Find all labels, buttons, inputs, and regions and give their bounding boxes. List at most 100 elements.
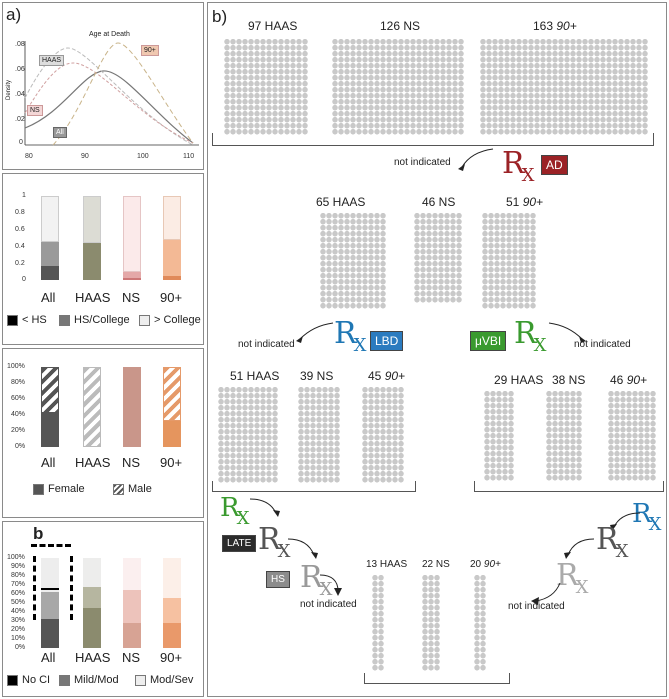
late-arrow-2 [287,538,318,559]
left-count-90plus: 45 90+ [368,369,406,383]
sex-bar-ns [123,367,141,447]
top-dots-90plus [480,39,648,135]
right-count-ns: 38 NS [552,373,586,387]
curve-ns [24,62,194,144]
edu-legend-gtcollege: > College [139,314,201,326]
sex-xcat-all: All [41,455,56,470]
sex-bar-haas [83,367,101,447]
right-bracket [474,481,664,492]
hs-rx-icon: RX [300,560,333,601]
bottom-bracket [364,673,510,684]
cog-90-noci [163,623,181,648]
top-bracket [212,133,654,146]
mid-count-ns: 46 NS [422,195,456,209]
sex-90-female [163,421,181,447]
cog-all-dashed-line [41,588,59,590]
top-count-haas: 97 HAAS [248,19,298,33]
cog-90-modsev [163,558,181,598]
cog-b-label: b [33,524,44,543]
mvbi-not-indicated: not indicated [574,339,631,350]
mvbi-tag: μVBI [470,331,507,351]
curve-haas [24,47,194,146]
edu-90-gtcollege [163,196,181,240]
sex-xcat-haas: HAAS [75,455,111,470]
bottom-count-ns: 22 NS [422,559,450,570]
edu-xcat-all: All [41,290,56,305]
mid-count-90plus: 51 90+ [506,195,544,209]
panel-cognition: b 100% 90% 80% 70% 60% 50% 40% 30% 20% 1… [2,521,204,697]
right-arrow-3 [531,582,561,605]
sex-xcat-90plus: 90+ [160,455,183,470]
bottom-dots-haas [372,575,384,671]
top-count-ns: 126 NS [380,19,421,33]
left-dots-90plus [362,387,404,483]
sex-90-male [163,367,181,421]
mid-count-haas: 65 HAAS [316,195,366,209]
sex-bar-90plus [163,367,181,447]
cog-xcat-90plus: 90+ [160,650,183,665]
tag-90plus: 90+ [141,45,159,56]
tag-all: All [53,127,67,138]
sex-haas-male [83,367,101,447]
edu-ns-lths [123,278,141,280]
edu-xcat-90plus: 90+ [160,290,183,305]
panel-a-density: a) Age at Death Density .08 .06 .04 .02 … [2,2,204,170]
sex-all-female [41,413,59,447]
edu-legend-lths: < HS [7,314,47,326]
late-rx-icon: RX [258,522,291,563]
cog-haas-mildmod [83,587,101,608]
edu-bar-90plus [163,196,181,280]
cog-ns-mildmod [123,590,141,623]
cog-bar-all [41,558,59,648]
edu-xcat-ns: NS [122,290,141,305]
right-gray-rx-icon: RX [596,522,629,563]
edu-ns-hscollege [123,272,141,278]
left-count-ns: 39 NS [300,369,334,383]
edu-ns-gtcollege [123,196,141,272]
cog-bar-haas [83,558,101,648]
cog-xcat-haas: HAAS [75,650,111,665]
right-count-90plus: 46 90+ [610,373,648,387]
sex-legend-male: Male [113,483,152,495]
edu-xcat-haas: HAAS [75,290,111,305]
edu-bar-all [41,196,59,280]
top-count-90plus: 163 90+ [533,19,577,33]
left-dots-ns [298,387,340,483]
right-blue-rx-icon: RX [632,499,662,535]
edu-all-hscollege [41,242,59,266]
right-dots-ns [546,391,582,481]
ad-arrow [458,148,494,171]
lbd-arrow [296,322,334,343]
lbd-rx-icon: RX [334,316,367,357]
cog-legend-modsev: Mod/Sev [135,674,193,686]
cog-ns-noci [123,623,141,648]
right-count-haas: 29 HAAS [494,373,544,387]
edu-bar-haas [83,196,101,280]
edu-haas-hscollege [83,243,101,280]
lbd-not-indicated: not indicated [238,339,295,350]
top-dots-haas [224,39,308,135]
edu-haas-gtcollege [83,196,101,243]
cog-haas-noci [83,608,101,648]
ad-not-indicated: not indicated [394,157,451,168]
panel-education: 1 0.8 0.6 0.4 0.2 0 All HAAS NS 90+ < HS… [2,173,204,345]
tag-haas: HAAS [39,55,65,66]
edu-all-lths [41,266,59,280]
bottom-dots-90plus [474,575,486,671]
mid-dots-90plus [482,213,536,309]
left-dots-haas [218,387,278,483]
mvbi-arrow [548,322,586,343]
lbd-tag: LBD [370,331,404,351]
hs-tag: HS [266,571,290,588]
bottom-count-haas: 13 HAAS [366,559,408,570]
late-tag: LATE [222,535,257,552]
edu-90-hscollege [163,240,181,276]
cog-all-noci [41,619,59,648]
panel-b-label: b) [212,7,228,26]
mid-dots-haas [320,213,386,309]
right-light-rx-icon: RX [556,558,589,599]
bottom-count-90plus: 20 90+ [470,559,501,570]
cog-haas-modsev [83,558,101,587]
cog-xcat-ns: NS [122,650,141,665]
hs-arrow [319,574,342,596]
